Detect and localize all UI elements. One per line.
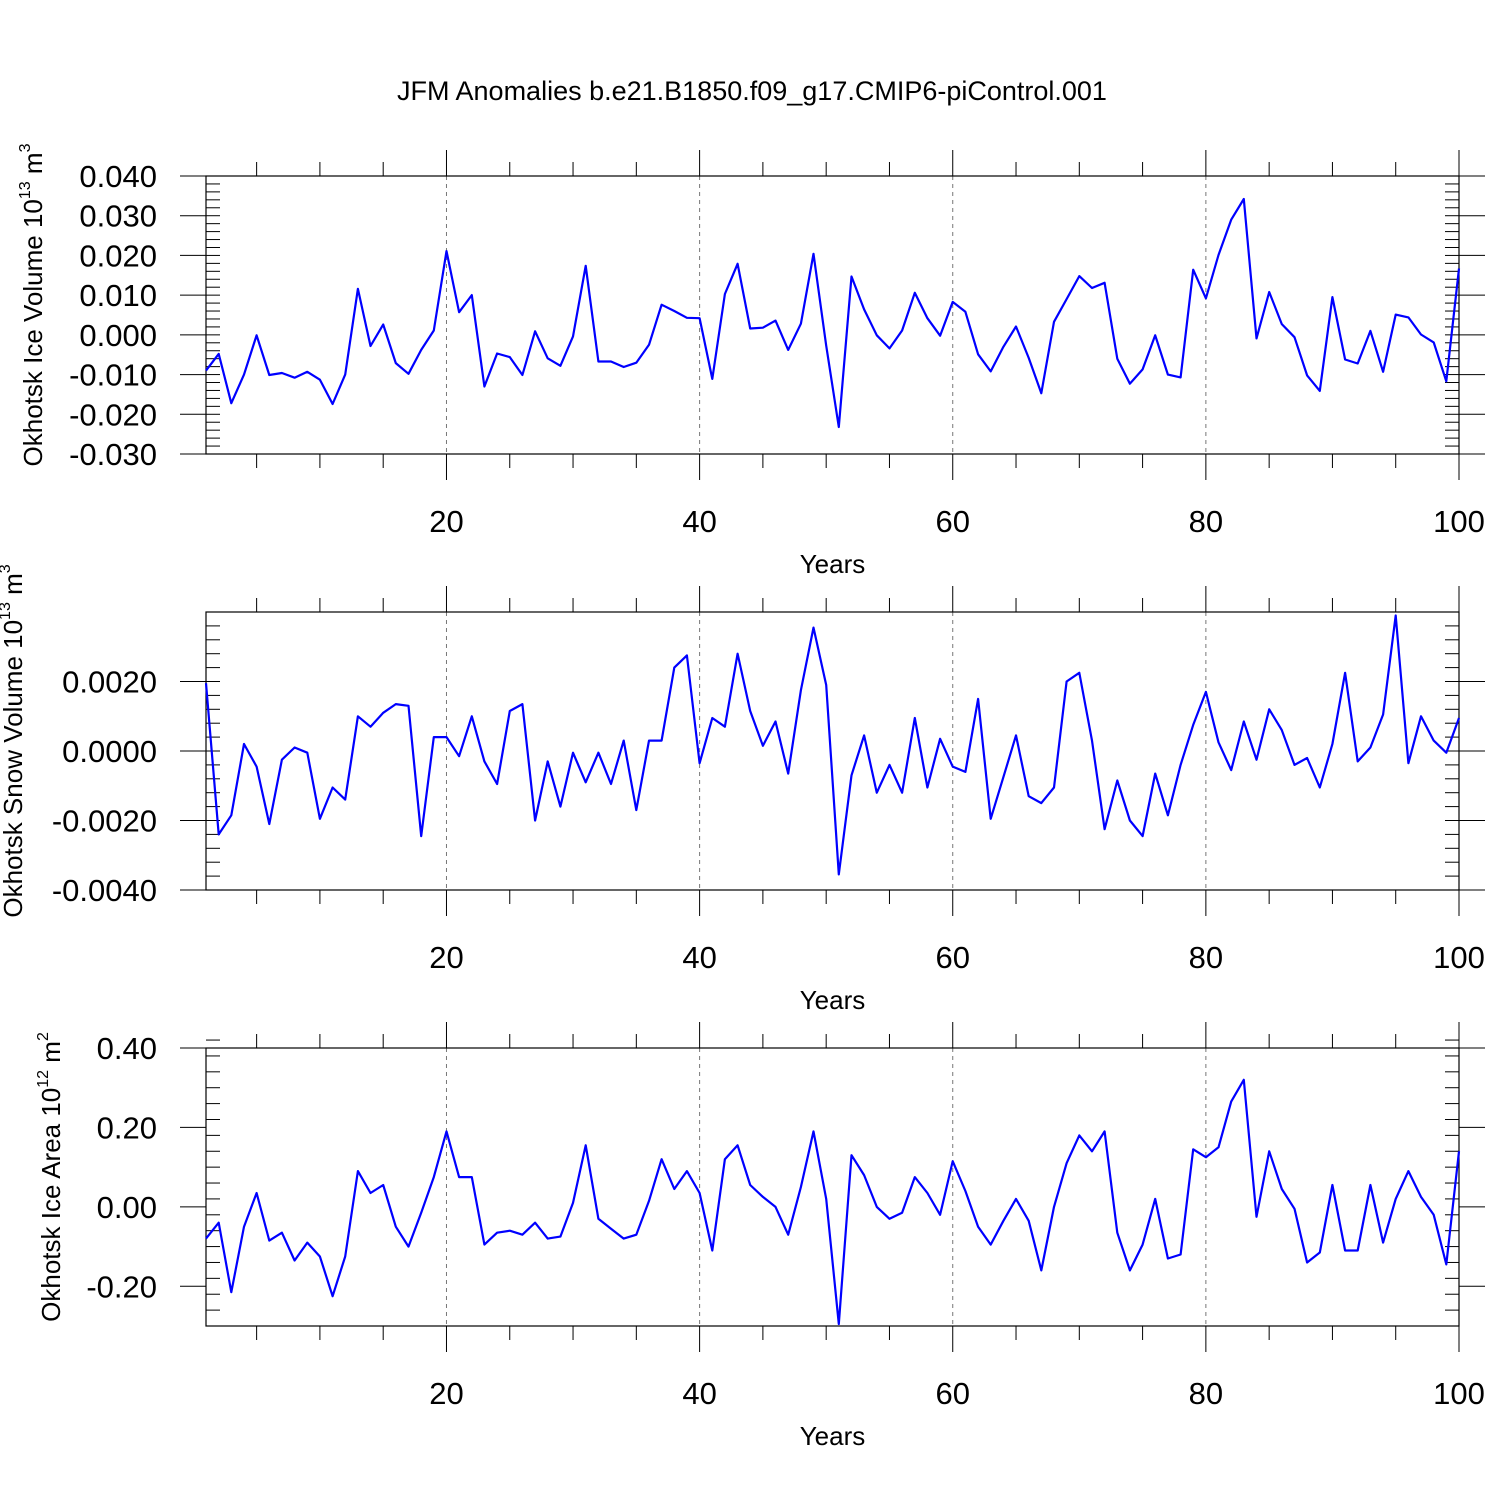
y-tick-label: -0.0040 xyxy=(52,873,157,908)
y-tick-label: -0.030 xyxy=(69,437,157,472)
x-tick-label: 20 xyxy=(429,1376,463,1411)
x-tick-label: 100 xyxy=(1433,940,1485,975)
x-tick-label: 20 xyxy=(429,504,463,539)
x-tick-label: 100 xyxy=(1433,504,1485,539)
y-axis-label-unit: m xyxy=(18,152,48,181)
x-tick-label: 60 xyxy=(935,1376,969,1411)
panel-2: -0.0040 -0.0020 0.0000 0.0020 20 40 60 80 100 Yea… xyxy=(0,564,1485,1015)
x-tick-label: 40 xyxy=(682,1376,716,1411)
x-tick-label: 20 xyxy=(429,940,463,975)
y-tick-label: 0.40 xyxy=(97,1031,157,1066)
y-axis-label-unit-exponent: 3 xyxy=(0,564,14,573)
x-axis-label: Years xyxy=(800,1421,866,1451)
x-tick-label: 80 xyxy=(1189,504,1223,539)
x-tick-label: 60 xyxy=(935,504,969,539)
y-tick-label: 0.0000 xyxy=(62,734,157,769)
y-axis-label-exponent: 13 xyxy=(0,602,14,620)
panels: -0.030 -0.020 -0.010 0.000 0.010 0.020 0.030 0.… xyxy=(0,143,1485,1451)
y-axis-label-text: Okhotsk Ice Area 10 xyxy=(36,1088,66,1322)
y-axis-label-unit: m xyxy=(36,1041,66,1070)
y-tick-label: 0.00 xyxy=(97,1190,157,1225)
y-tick-label: -0.20 xyxy=(86,1269,157,1304)
y-tick-label: 0.000 xyxy=(79,318,157,353)
y-tick-label: -0.020 xyxy=(69,397,157,432)
y-axis-label-unit: m xyxy=(0,573,28,602)
y-tick-label: 0.20 xyxy=(97,1110,157,1145)
y-axis-label-unit-exponent: 2 xyxy=(35,1032,52,1041)
chart-title: JFM Anomalies b.e21.B1850.f09_g17.CMIP6-… xyxy=(397,76,1107,106)
y-tick-label: -0.0020 xyxy=(52,804,157,839)
y-axis-label-text: Okhotsk Snow Volume 10 xyxy=(0,620,28,918)
x-tick-label: 100 xyxy=(1433,1376,1485,1411)
y-tick-label: 0.040 xyxy=(79,159,157,194)
x-tick-label: 80 xyxy=(1189,940,1223,975)
y-tick-label: 0.030 xyxy=(79,199,157,234)
x-axis-label: Years xyxy=(800,985,866,1015)
y-axis-label-exponent: 13 xyxy=(17,181,34,199)
x-tick-label: 40 xyxy=(682,940,716,975)
panel-3: -0.20 0.00 0.20 0.40 20 40 60 80 100 Years Okhotsk… xyxy=(35,1022,1485,1451)
y-tick-label: -0.010 xyxy=(69,358,157,393)
series-line xyxy=(205,197,1461,429)
plot-frame xyxy=(205,1047,1460,1327)
y-tick-label: 0.020 xyxy=(79,238,157,273)
y-axis-label: Okhotsk Snow Volume 1013 m3 xyxy=(0,564,28,917)
y-axis-label: Okhotsk Ice Area 1012 m2 xyxy=(35,1032,66,1322)
y-axis-label: Okhotsk Ice Volume 1013 m3 xyxy=(17,143,48,466)
x-tick-label: 40 xyxy=(682,504,716,539)
series-line xyxy=(205,1078,1461,1326)
panel-1: -0.030 -0.020 -0.010 0.000 0.010 0.020 0.030 0.… xyxy=(17,143,1485,579)
y-tick-label: 0.0020 xyxy=(62,665,157,700)
plot-frame xyxy=(205,611,1460,891)
plot-frame xyxy=(205,175,1460,455)
series-line xyxy=(204,614,1461,876)
x-tick-label: 60 xyxy=(935,940,969,975)
y-tick-label: 0.010 xyxy=(79,278,157,313)
y-axis-label-text: Okhotsk Ice Volume 10 xyxy=(18,199,48,466)
x-tick-label: 80 xyxy=(1189,1376,1223,1411)
y-axis-label-unit-exponent: 3 xyxy=(17,143,34,152)
y-axis-label-exponent: 12 xyxy=(35,1070,52,1088)
x-axis-label: Years xyxy=(800,549,866,579)
